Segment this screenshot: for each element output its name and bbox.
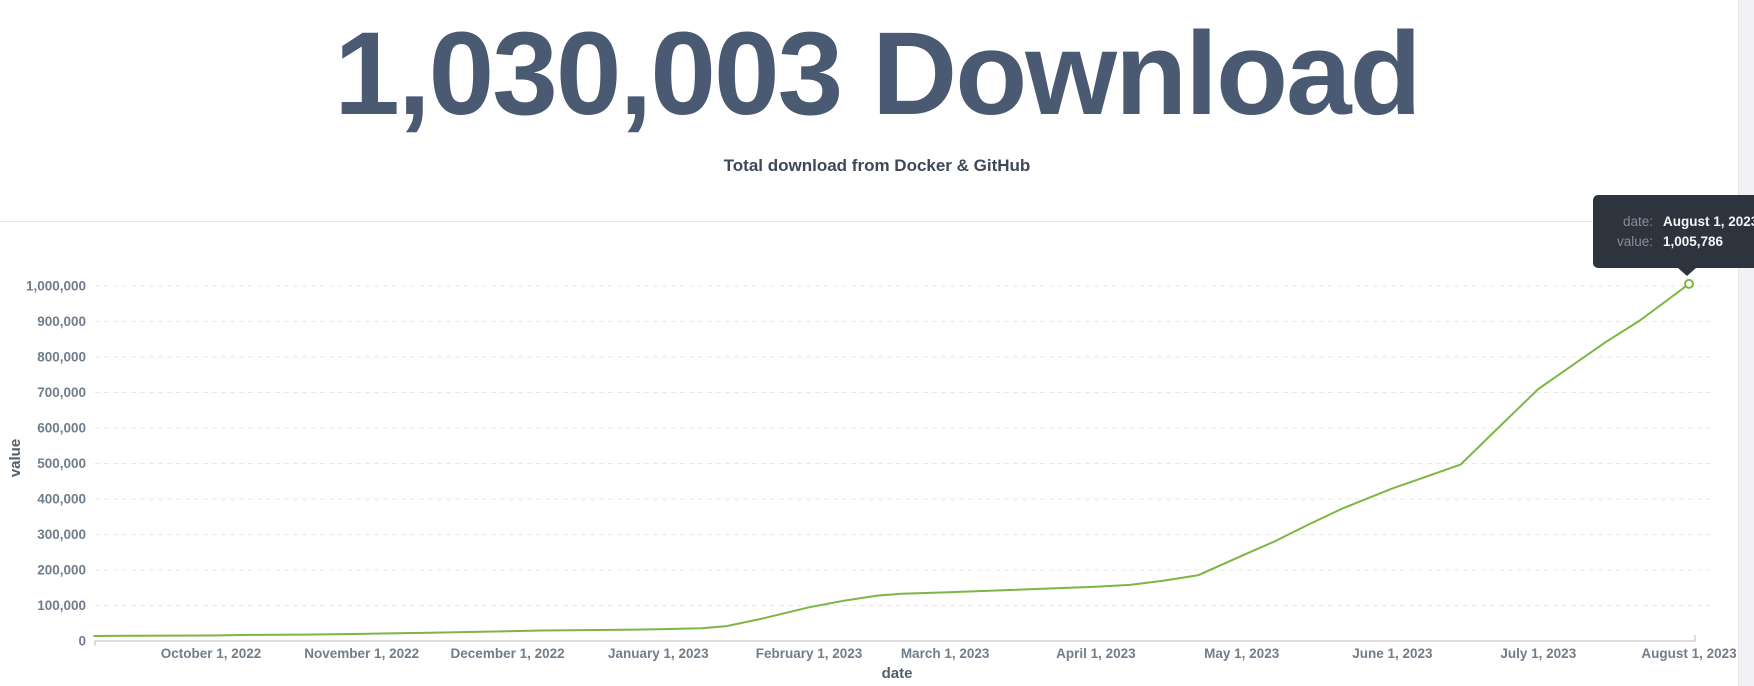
y-tick-label: 600,000 <box>37 421 86 436</box>
tooltip-date-label: date: <box>1622 214 1653 229</box>
y-tick-label: 800,000 <box>37 350 86 365</box>
chart-section: date value 0 100,000 200,000 300,000 400,000… <box>0 222 1754 686</box>
x-tick-label: February 1, 2023 <box>756 646 863 661</box>
x-tick-label: December 1, 2022 <box>451 646 565 661</box>
page-subtitle: Total download from Docker & GitHub <box>723 156 1031 175</box>
tooltip-value-label: value: <box>1616 233 1653 249</box>
vertical-scrollbar[interactable] <box>1738 0 1754 686</box>
x-tick-label: April 1, 2023 <box>1056 646 1136 661</box>
tooltip-value-row: value: 1,005,786 <box>1605 232 1754 252</box>
page-title: 1,030,003 Download <box>334 8 1421 140</box>
x-tick-label: March 1, 2023 <box>901 646 990 661</box>
header: 1,030,003 Download Total download from D… <box>0 0 1754 222</box>
x-tick-label: November 1, 2022 <box>304 646 419 661</box>
x-tick-label: January 1, 2023 <box>608 646 709 661</box>
highlighted-point-marker <box>1684 278 1694 289</box>
x-tick-label: June 1, 2023 <box>1352 646 1433 661</box>
tooltip-date-value: August 1, 2023 <box>1663 214 1754 229</box>
x-tick-label: August 1, 2023 <box>1641 646 1737 661</box>
y-tick-label: 700,000 <box>37 385 86 400</box>
y-tick-label: 100,000 <box>37 598 86 613</box>
y-tick-label: 900,000 <box>37 314 86 329</box>
x-tick-label: July 1, 2023 <box>1500 646 1576 661</box>
x-tick-label: October 1, 2022 <box>161 646 262 661</box>
tooltip-value-value: 1,005,786 <box>1663 233 1724 249</box>
x-axis-line <box>94 635 1696 646</box>
tooltip-date-row: date: August 1, 2023 <box>1605 212 1754 232</box>
y-tick-label: 500,000 <box>37 456 86 471</box>
y-tick-label: 0 <box>78 634 86 649</box>
downloads-line-chart[interactable]: date value 0 100,000 200,000 300,000 400,000… <box>0 222 1754 686</box>
y-tick-label: 1,000,000 <box>26 279 86 294</box>
y-axis-title: value <box>7 439 24 477</box>
x-tick-label: May 1, 2023 <box>1204 646 1280 661</box>
x-axis-title: date <box>882 665 913 682</box>
y-tick-label: 400,000 <box>37 492 86 507</box>
y-tick-label: 300,000 <box>37 527 86 542</box>
y-tick-label: 200,000 <box>37 563 86 578</box>
chart-tooltip: date: August 1, 2023 value: 1,005,786 <box>1593 195 1754 276</box>
downloads-line <box>93 282 1690 637</box>
